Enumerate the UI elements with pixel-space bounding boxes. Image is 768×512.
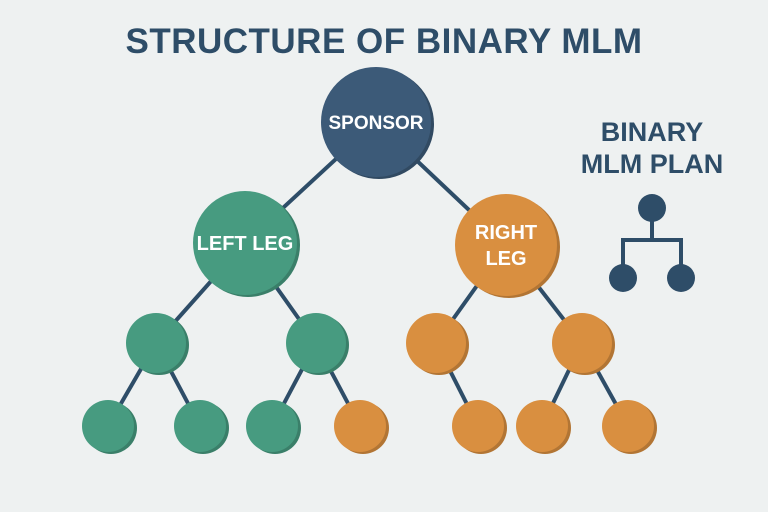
binary-tree-icon-node <box>667 264 695 292</box>
diagram-title: STRUCTURE OF BINARY MLM <box>125 22 643 61</box>
node-l2 <box>286 313 346 373</box>
node-label: SPONSOR <box>328 113 423 134</box>
node-r2a <box>516 400 568 452</box>
node-l2a <box>246 400 298 452</box>
node-r2 <box>552 313 612 373</box>
side-title: BINARY MLM PLAN <box>560 116 744 180</box>
node-sponsor <box>321 67 431 177</box>
node-r2b <box>602 400 654 452</box>
side-title-line-2: MLM PLAN <box>580 149 724 179</box>
node-r1a <box>452 400 504 452</box>
node-right <box>455 194 557 296</box>
node-l2b <box>334 400 386 452</box>
node-r1 <box>406 313 466 373</box>
side-title-line-1: BINARY <box>600 117 704 147</box>
node-label: LEFT LEG <box>197 233 294 255</box>
node-l1 <box>126 313 186 373</box>
node-label: RIGHT <box>475 222 537 244</box>
node-l1b <box>174 400 226 452</box>
node-left <box>193 191 297 295</box>
node-l1a <box>82 400 134 452</box>
binary-tree-icon-node <box>638 194 666 222</box>
binary-tree-icon-node <box>609 264 637 292</box>
node-label: LEG <box>485 248 526 270</box>
